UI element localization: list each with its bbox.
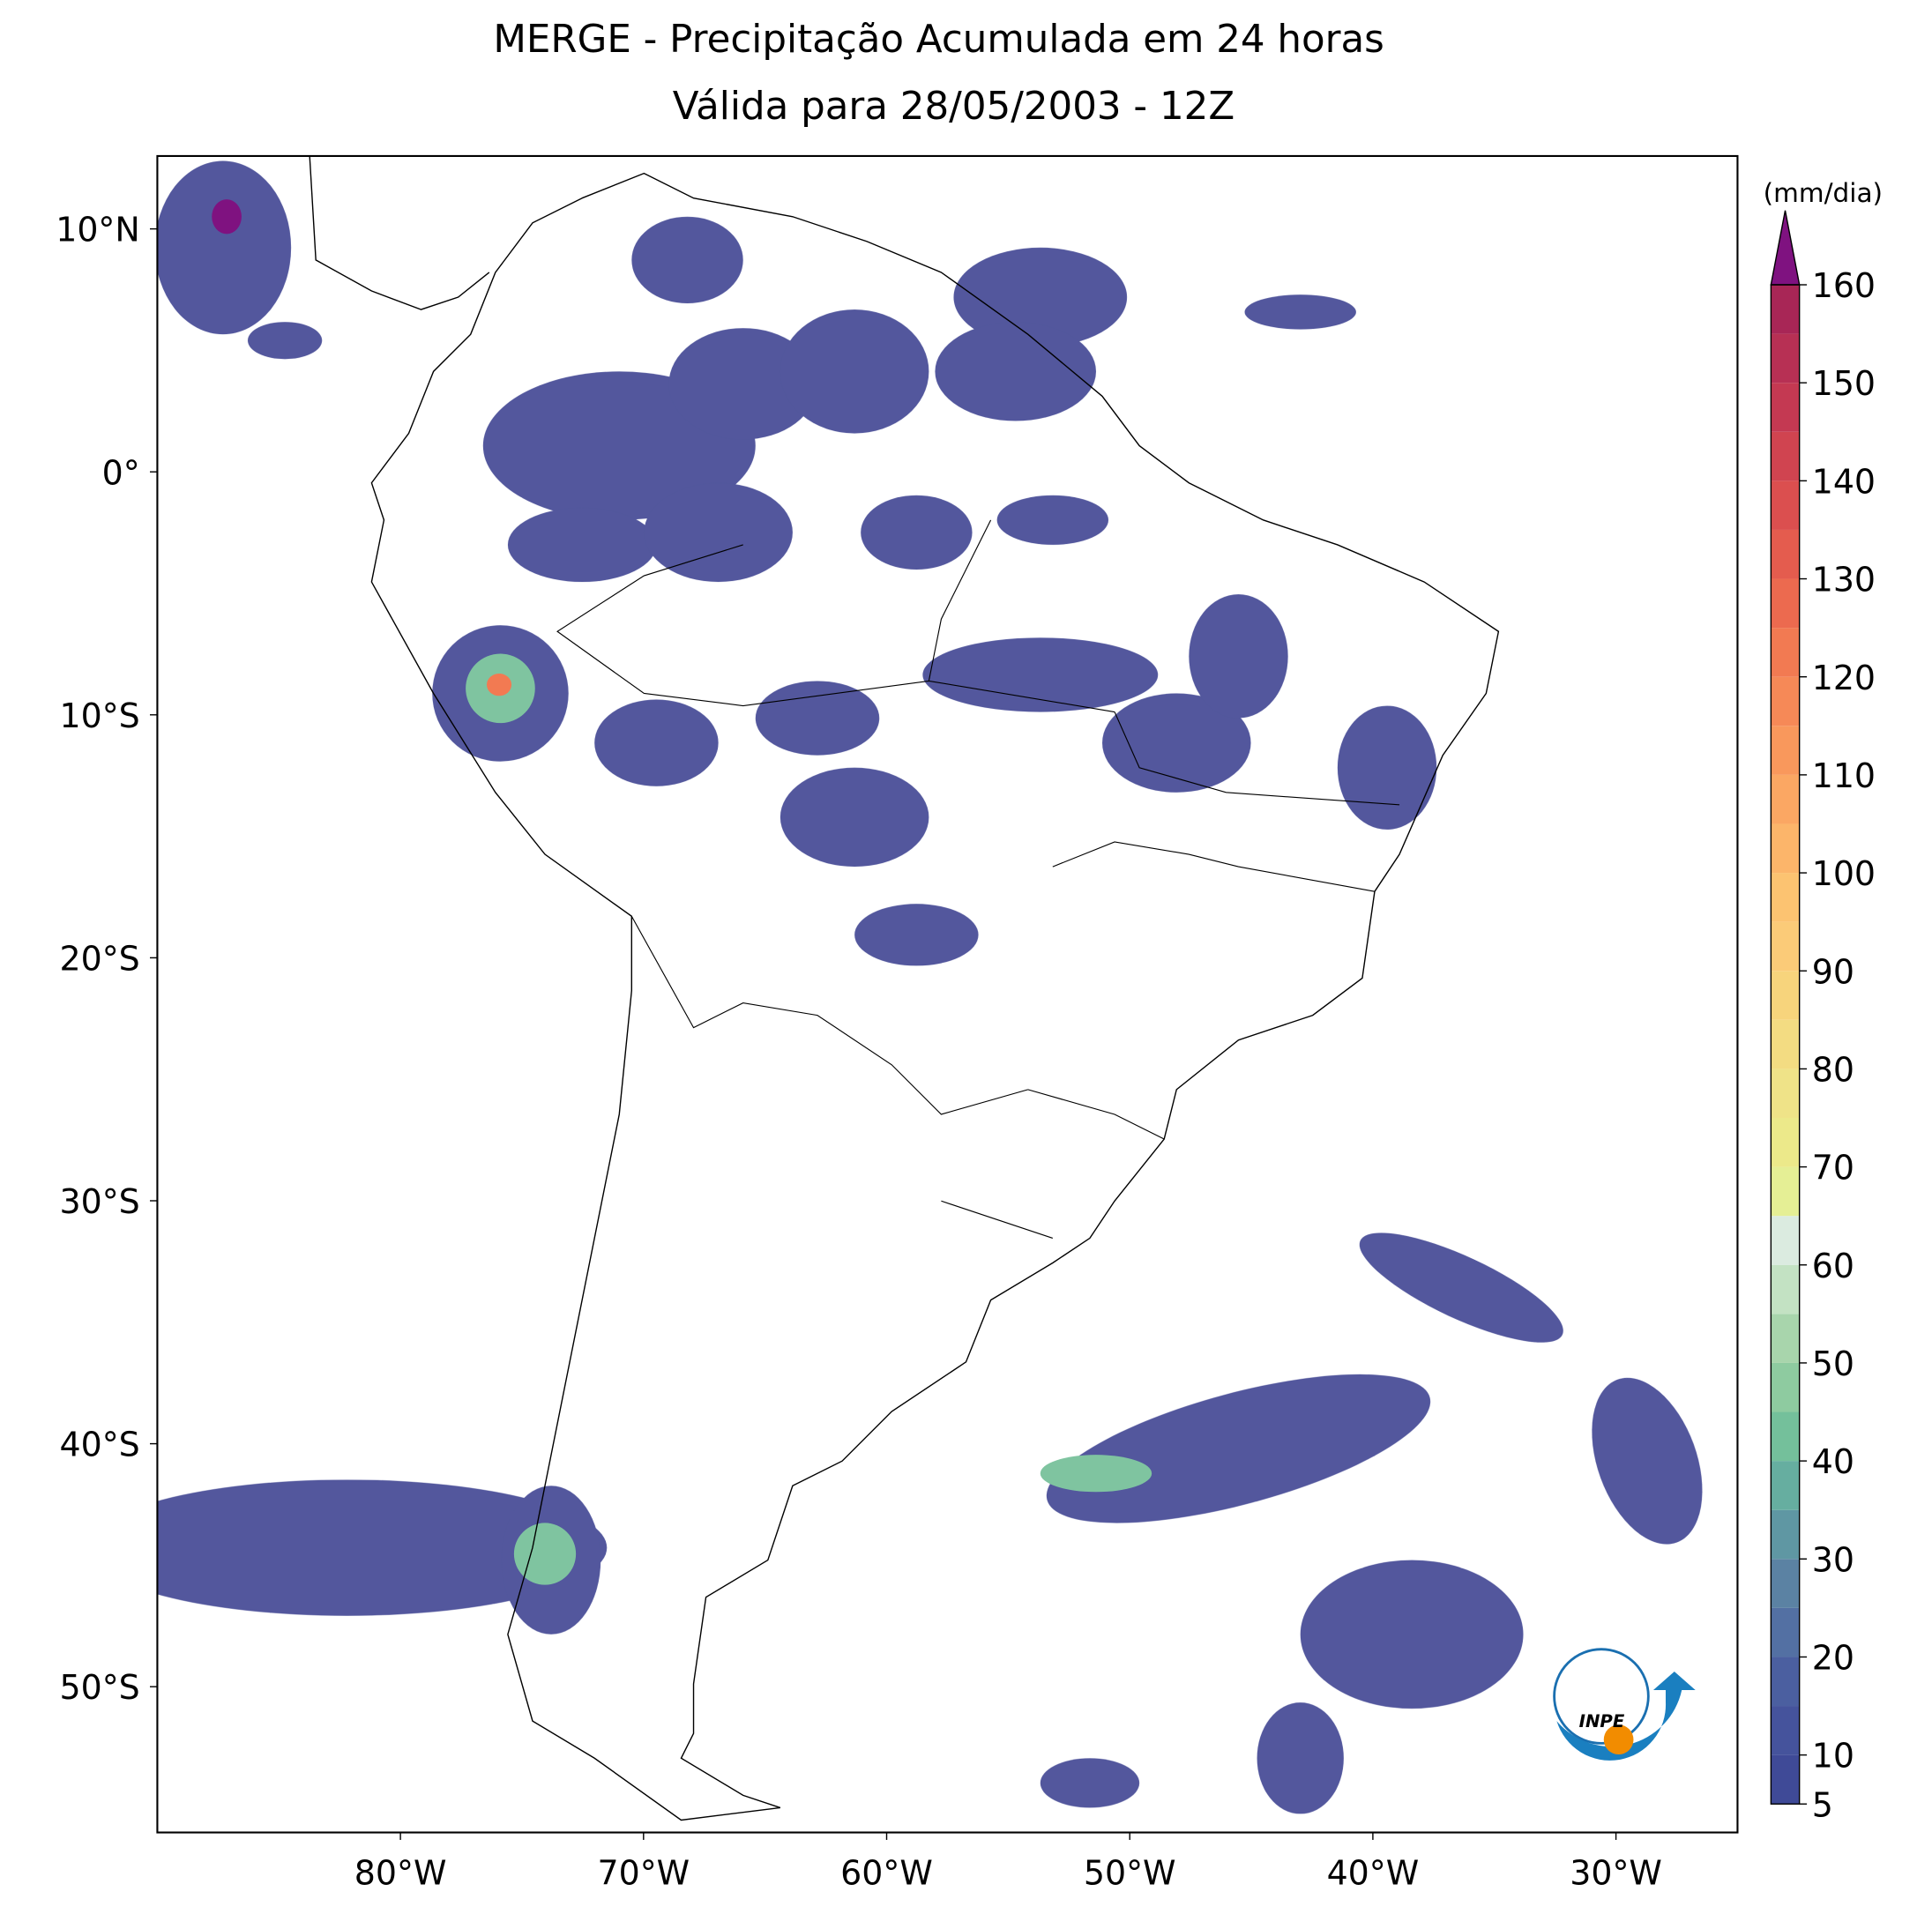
y-tick-label: 10°S xyxy=(60,696,140,735)
colorbar-tick-label: 160 xyxy=(1812,266,1876,305)
colorbar-band xyxy=(1771,1559,1800,1608)
colorbar-band xyxy=(1771,921,1800,972)
colorbar-band xyxy=(1771,1314,1800,1363)
coastline xyxy=(309,155,490,310)
colorbar-band xyxy=(1771,1411,1800,1462)
colorbar-tick-label: 50 xyxy=(1812,1344,1854,1383)
colorbar-band xyxy=(1771,1706,1800,1755)
colorbar-tick-label: 40 xyxy=(1812,1442,1854,1481)
colorbar-band xyxy=(1771,529,1800,579)
y-tick-label: 40°S xyxy=(60,1426,140,1464)
colorbar-band xyxy=(1771,285,1800,334)
colorbar-tick-label: 90 xyxy=(1812,952,1854,991)
colorbar-frame xyxy=(1770,284,1801,1805)
colorbar-band xyxy=(1771,1264,1800,1314)
colorbar-band xyxy=(1771,1754,1800,1805)
precipitation-peak xyxy=(486,673,512,696)
colorbar-tick-label: 20 xyxy=(1812,1639,1854,1678)
colorbar-extension xyxy=(1770,210,1801,286)
colorbar-band xyxy=(1771,1019,1800,1069)
colorbar-band xyxy=(1771,1069,1800,1118)
x-tick-label: 40°W xyxy=(1327,1854,1420,1893)
colorbar-tick-label: 5 xyxy=(1812,1785,1833,1824)
logo: INPE xyxy=(1553,1648,1696,1761)
colorbar-band xyxy=(1771,1362,1800,1412)
logo-text: INPE xyxy=(1579,1711,1625,1732)
colorbar-tick-label: 80 xyxy=(1812,1050,1854,1089)
colorbar-band xyxy=(1771,873,1800,922)
colorbar-band xyxy=(1771,333,1800,384)
borders xyxy=(556,519,1400,1239)
colorbar-band xyxy=(1771,1461,1800,1510)
precipitation-peak xyxy=(212,199,242,235)
colorbar-band xyxy=(1771,1509,1800,1560)
colorbar-band xyxy=(1771,480,1800,530)
colorbar-band xyxy=(1771,676,1800,726)
colorbar-band xyxy=(1771,1117,1800,1167)
colorbar-tick-label: 120 xyxy=(1812,659,1876,697)
subtitle: Válida para 28/05/2003 - 12Z xyxy=(673,85,1235,129)
y-tick-label: 10°N xyxy=(56,211,140,249)
y-tick-label: 30°S xyxy=(60,1182,140,1221)
precipitation xyxy=(157,160,1703,1814)
colorbar-tick-label: 130 xyxy=(1812,561,1876,600)
y-tick-label: 0° xyxy=(102,453,140,492)
colorbar-tick-label: 140 xyxy=(1812,462,1876,501)
colorbar-band xyxy=(1771,1657,1800,1707)
x-tick-label: 50°W xyxy=(1084,1854,1176,1893)
map-frame xyxy=(156,154,1739,1834)
title: MERGE - Precipitação Acumulada em 24 hor… xyxy=(493,18,1384,62)
colorbar-band xyxy=(1771,1166,1800,1217)
colorbar-tick-label: 110 xyxy=(1812,756,1876,795)
map-area xyxy=(157,155,1703,1821)
colorbar-units: (mm/dia) xyxy=(1764,178,1883,208)
colorbar-tick-label: 30 xyxy=(1812,1540,1854,1579)
colorbar-band xyxy=(1771,971,1800,1020)
x-tick-label: 60°W xyxy=(840,1854,933,1893)
colorbar-tick-label: 100 xyxy=(1812,854,1876,893)
x-tick-label: 70°W xyxy=(597,1854,690,1893)
colorbar-band xyxy=(1771,1607,1800,1657)
y-tick-label: 20°S xyxy=(60,939,140,978)
colorbar-band xyxy=(1771,383,1800,432)
colorbar-band xyxy=(1771,774,1800,824)
colorbar-band xyxy=(1771,1216,1800,1265)
x-tick-label: 80°W xyxy=(354,1854,447,1893)
colorbar-band xyxy=(1771,578,1800,629)
colorbar-band xyxy=(1771,726,1800,775)
colorbar-tick-label: 70 xyxy=(1812,1149,1854,1188)
y-tick-label: 50°S xyxy=(60,1668,140,1707)
colorbar-band xyxy=(1771,431,1800,481)
colorbar-band xyxy=(1771,823,1800,874)
x-tick-label: 30°W xyxy=(1570,1854,1662,1893)
colorbar-tick-label: 10 xyxy=(1812,1737,1854,1776)
colorbar-tick-label: 150 xyxy=(1812,364,1876,403)
colorbar-band xyxy=(1771,628,1800,677)
colorbar-tick-label: 60 xyxy=(1812,1247,1854,1285)
coastline xyxy=(370,172,1500,1821)
